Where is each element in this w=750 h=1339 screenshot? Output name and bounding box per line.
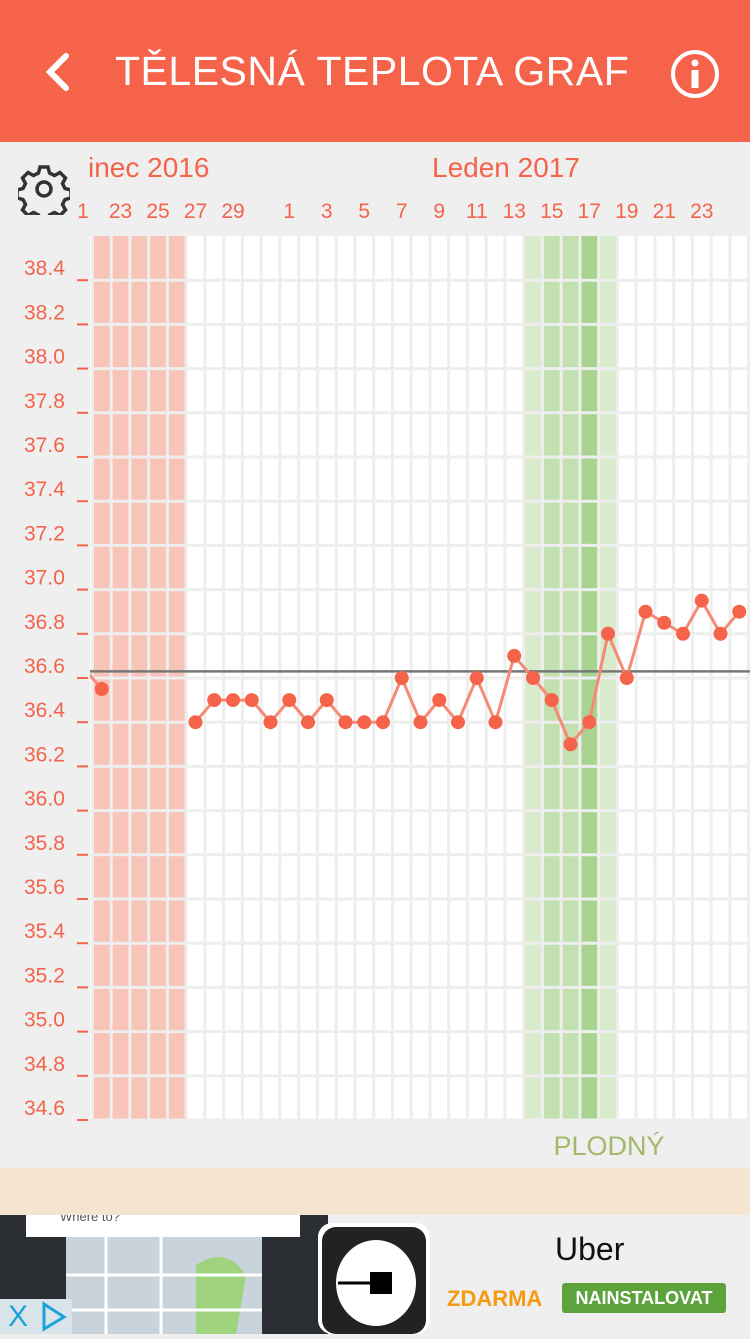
data-point — [732, 604, 747, 619]
data-point — [694, 593, 709, 608]
x-tick-label: 21 — [653, 200, 676, 223]
y-tick-label: 35.8 — [24, 832, 65, 855]
data-point — [207, 693, 222, 708]
data-point — [376, 715, 390, 730]
data-point — [507, 648, 522, 663]
data-point — [394, 671, 409, 685]
y-tick-label: 36.4 — [24, 699, 65, 722]
data-point — [676, 626, 690, 641]
y-tick-label: 38.2 — [24, 301, 65, 324]
y-tick-label: 38.4 — [24, 257, 65, 280]
y-tick-label: 38.0 — [24, 346, 65, 369]
page-title: TĚLESNÁ TEPLOTA GRAF — [115, 48, 630, 94]
temperature-chart: 38.4 38.2 38.0 37.8 37.6 37.4 37.2 37.0 36.8 36.6… — [0, 152, 750, 1161]
x-tick-label: 1 — [283, 200, 295, 223]
map-image — [66, 1235, 262, 1334]
y-tick-label: 37.2 — [24, 522, 65, 545]
axis-area — [0, 236, 90, 1130]
info-circle-icon[interactable] — [670, 49, 720, 99]
y-tick-label: 34.6 — [24, 1097, 65, 1120]
x-tick-label: 29 — [221, 200, 244, 223]
y-tick-label: 35.6 — [24, 876, 65, 899]
data-point — [263, 715, 278, 730]
footer-strip — [0, 1168, 750, 1215]
x-tick-label: 7 — [396, 200, 408, 223]
data-point — [488, 715, 503, 730]
month-label: inec 2016 — [88, 152, 209, 183]
where-to-field: Where to? — [26, 1215, 300, 1237]
data-point — [226, 693, 240, 708]
data-point — [619, 671, 634, 685]
ad-price: ZDARMA — [447, 1286, 543, 1311]
x-tick-label: 23 — [109, 200, 132, 223]
data-point — [638, 604, 653, 619]
data-point — [338, 715, 353, 730]
data-point — [282, 693, 297, 708]
x-tick-label: 25 — [146, 200, 169, 223]
data-point — [357, 715, 372, 730]
x-tick-label: 11 — [466, 200, 488, 223]
y-tick-label: 37.8 — [24, 390, 65, 413]
ad-app-name: Uber — [555, 1231, 625, 1267]
y-tick-label: 34.8 — [24, 1053, 65, 1076]
x-tick-label: 27 — [184, 200, 207, 223]
data-point — [301, 715, 315, 730]
data-point — [582, 715, 597, 730]
data-point — [432, 693, 447, 708]
x-tick-label: 5 — [358, 200, 370, 223]
gear-icon[interactable] — [18, 163, 70, 215]
x-tick-label: 9 — [433, 200, 445, 223]
data-point — [601, 626, 615, 641]
data-point — [319, 693, 334, 708]
x-tick-label: 1 — [77, 200, 89, 223]
y-tick-label: 36.8 — [24, 611, 65, 634]
x-axis-labels: 1 23 25 27 29 1 3 5 7 9 11 13 15 17 19 21 23 — [77, 200, 713, 223]
y-tick-label: 36.0 — [24, 788, 65, 811]
data-point — [544, 693, 559, 708]
series-group — [90, 593, 747, 752]
uber-logo[interactable] — [318, 1223, 430, 1334]
data-point — [657, 615, 672, 630]
x-tick-label: 13 — [503, 200, 526, 223]
data-point — [526, 671, 540, 685]
data-point — [244, 693, 259, 708]
x-tick-label: 3 — [321, 200, 333, 223]
x-tick-label: 15 — [540, 200, 563, 223]
band-label: PLODNÝ — [553, 1131, 664, 1161]
data-point — [451, 715, 465, 730]
y-tick-label: 37.6 — [24, 434, 65, 457]
ad-banner[interactable]: Where to? X Uber ZDARMA NAINSTALOVAT — [0, 1215, 750, 1334]
y-tick-label: 35.0 — [24, 1009, 65, 1032]
y-tick-label: 36.2 — [24, 743, 65, 766]
install-button[interactable]: NAINSTALOVAT — [562, 1283, 726, 1313]
ad-image[interactable]: Where to? X — [0, 1215, 328, 1334]
month-label: Leden 2017 — [432, 152, 580, 183]
y-tick-label: 35.4 — [24, 920, 65, 943]
x-tick-label: 23 — [690, 200, 713, 223]
data-point — [563, 737, 578, 752]
y-tick-label: 35.2 — [24, 964, 65, 987]
y-tick-label: 37.0 — [24, 567, 65, 590]
data-point — [188, 715, 203, 730]
y-tick-label: 37.4 — [24, 478, 65, 501]
x-tick-label: 19 — [615, 200, 638, 223]
chevron-left-icon[interactable] — [38, 50, 78, 94]
data-point — [94, 682, 109, 697]
header: TĚLESNÁ TEPLOTA GRAF — [0, 0, 750, 142]
x-tick-label: 17 — [578, 200, 601, 223]
ad-close-icon[interactable]: X — [0, 1299, 36, 1334]
y-tick-label: 36.6 — [24, 655, 65, 678]
adchoices-icon[interactable] — [36, 1299, 72, 1334]
data-point — [413, 715, 428, 730]
data-point — [713, 626, 728, 641]
data-point — [469, 671, 484, 685]
